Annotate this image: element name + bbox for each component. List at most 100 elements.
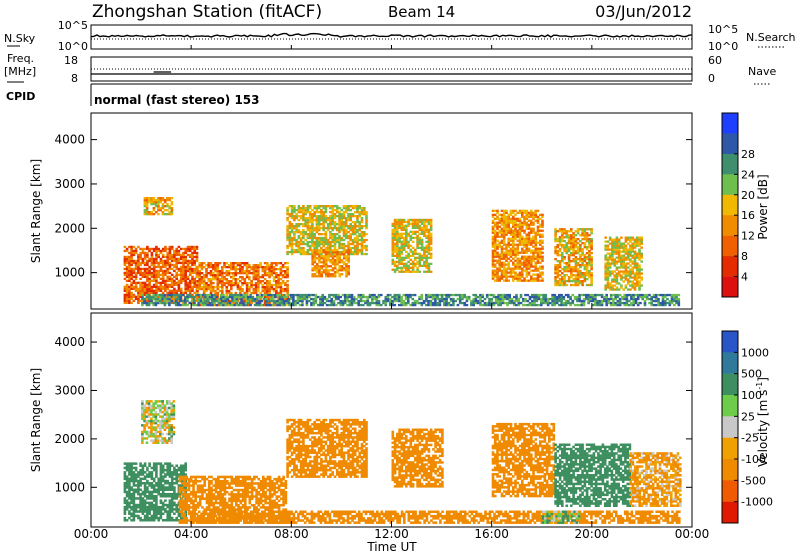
heatmap-cell bbox=[430, 300, 433, 302]
heatmap-cell bbox=[135, 250, 138, 252]
heatmap-cell bbox=[130, 254, 133, 256]
heatmap-cell bbox=[557, 244, 560, 246]
heatmap-cell bbox=[249, 294, 252, 296]
heatmap-cell bbox=[253, 276, 256, 278]
heatmap-cell bbox=[537, 270, 540, 272]
heatmap-cell bbox=[507, 214, 510, 216]
heatmap-cell bbox=[392, 241, 395, 243]
heatmap-cell bbox=[265, 300, 268, 302]
heatmap-cell bbox=[266, 282, 269, 284]
heatmap-cell bbox=[503, 270, 506, 272]
heatmap-cell bbox=[587, 296, 590, 298]
heatmap-cell bbox=[253, 264, 256, 266]
heatmap-cell bbox=[223, 282, 226, 284]
heatmap-cell bbox=[344, 300, 347, 302]
heatmap-cell bbox=[392, 223, 395, 225]
heatmap-cell bbox=[636, 239, 639, 241]
heatmap-cell bbox=[286, 292, 289, 294]
heatmap-cell bbox=[421, 304, 424, 306]
heatmap-cell bbox=[361, 207, 364, 209]
heatmap-cell bbox=[207, 280, 210, 282]
heatmap-cell bbox=[505, 210, 508, 212]
heatmap-cell bbox=[498, 226, 501, 228]
heatmap-cell bbox=[144, 262, 147, 264]
heatmap-cell bbox=[316, 227, 319, 229]
heatmap-cell bbox=[425, 261, 428, 263]
heatmap-cell bbox=[198, 266, 201, 268]
heatmap-cell bbox=[421, 227, 424, 229]
heatmap-cell bbox=[345, 209, 348, 211]
heatmap-cell bbox=[312, 304, 315, 306]
heatmap-cell bbox=[171, 248, 174, 250]
heatmap-cell bbox=[541, 240, 544, 242]
heatmap-cell bbox=[327, 273, 330, 275]
heatmap-cell bbox=[554, 248, 557, 250]
heatmap-cell bbox=[605, 296, 608, 298]
heatmap-cell bbox=[535, 244, 538, 246]
heatmap-cell bbox=[318, 275, 321, 277]
heatmap-cell bbox=[581, 258, 584, 260]
heatmap-cell bbox=[601, 302, 604, 304]
heatmap-cell bbox=[401, 235, 404, 237]
heatmap-cell bbox=[164, 246, 167, 248]
heatmap-cell bbox=[189, 286, 192, 288]
heatmap-cell bbox=[631, 262, 634, 264]
heatmap-cell bbox=[323, 261, 326, 263]
heatmap-cell bbox=[560, 300, 563, 302]
heatmap-cell bbox=[230, 292, 233, 294]
heatmap-cell bbox=[143, 426, 146, 429]
heatmap-cell bbox=[619, 300, 622, 302]
heatmap-cell bbox=[141, 304, 144, 306]
heatmap-cell bbox=[340, 243, 343, 245]
heatmap-cell bbox=[353, 296, 356, 298]
heatmap-cell bbox=[636, 284, 639, 286]
heatmap-cell bbox=[586, 268, 589, 270]
heatmap-cell bbox=[536, 300, 539, 302]
heatmap-cell bbox=[340, 215, 343, 217]
heatmap-cell bbox=[572, 302, 575, 304]
heatmap-cell bbox=[398, 300, 401, 302]
heatmap-cell bbox=[184, 304, 187, 306]
heatmap-cell bbox=[394, 298, 397, 300]
heatmap-cell bbox=[519, 232, 522, 234]
heatmap-cell bbox=[160, 278, 163, 280]
heatmap-cell bbox=[412, 255, 415, 257]
heatmap-cell bbox=[583, 300, 586, 302]
heatmap-cell bbox=[537, 268, 540, 270]
heatmap-cell bbox=[177, 298, 180, 300]
heatmap-cell bbox=[336, 229, 339, 231]
heatmap-cell bbox=[511, 298, 514, 300]
heatmap-cell bbox=[432, 296, 435, 298]
heatmap-cell bbox=[510, 250, 513, 252]
heatmap-cell bbox=[334, 275, 337, 277]
heatmap-cell bbox=[586, 270, 589, 272]
heatmap-cell bbox=[175, 248, 178, 250]
heatmap-cell bbox=[253, 284, 256, 286]
heatmap-cell bbox=[577, 242, 580, 244]
heatmap-cell bbox=[528, 226, 531, 228]
heatmap-cell bbox=[139, 282, 142, 284]
heatmap-cell bbox=[629, 270, 632, 272]
heatmap-cell bbox=[671, 300, 674, 302]
heatmap-cell bbox=[432, 298, 435, 300]
heatmap-cell bbox=[253, 268, 256, 270]
heatmap-cell bbox=[416, 267, 419, 269]
heatmap-cell bbox=[616, 272, 619, 274]
heatmap-cell bbox=[286, 262, 289, 264]
heatmap-cell bbox=[291, 217, 294, 219]
heatmap-cell bbox=[297, 302, 300, 304]
heatmap-cell bbox=[243, 294, 246, 296]
heatmap-cell bbox=[325, 205, 328, 207]
heatmap-cell bbox=[537, 262, 540, 264]
heatmap-cell bbox=[328, 300, 331, 302]
heatmap-cell bbox=[629, 239, 632, 241]
heatmap-cell bbox=[364, 296, 367, 298]
heatmap-cell bbox=[349, 225, 352, 227]
heatmap-cell bbox=[616, 288, 619, 290]
heatmap-cell bbox=[414, 219, 417, 221]
heatmap-cell bbox=[611, 272, 614, 274]
heatmap-cell bbox=[662, 298, 665, 300]
range-tick-label: 1000 bbox=[54, 266, 85, 280]
heatmap-cell bbox=[360, 298, 363, 300]
heatmap-cell bbox=[611, 253, 614, 255]
